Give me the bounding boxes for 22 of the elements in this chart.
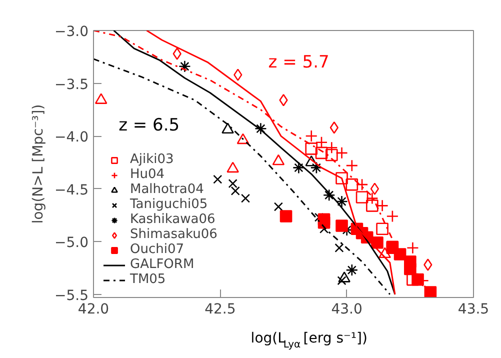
legend-label: Kashikawa06 <box>130 212 216 227</box>
y-tick-label: −4.0 <box>54 130 89 146</box>
legend-label: Hu04 <box>130 167 165 182</box>
y-tick-label: −5.0 <box>54 235 89 252</box>
legend-label: Ajiki03 <box>130 152 174 167</box>
y-axis-title: log(N>L [Mpc⁻³]) <box>30 104 47 224</box>
y-tick-label: −4.5 <box>54 182 89 198</box>
y-tick-label: −5.5 <box>54 288 89 304</box>
x-tick-label: 43.5 <box>458 302 490 318</box>
y-tick-label: −3.5 <box>54 76 89 93</box>
x-tick-label: 42.0 <box>78 302 110 318</box>
legend-label: TM05 <box>130 272 166 287</box>
y-tick-label: −3.0 <box>54 24 89 40</box>
legend-label: Ouchi07 <box>130 242 184 257</box>
x-tick-label: 42.5 <box>204 302 236 318</box>
x-tick-label: 43.0 <box>331 302 362 318</box>
legend-label: Shimasaku06 <box>130 227 218 242</box>
legend-label: Taniguchi05 <box>130 197 208 212</box>
annotation: z = 6.5 <box>118 116 180 136</box>
legend-label: Malhotra04 <box>130 182 204 197</box>
annotation: z = 5.7 <box>268 52 330 72</box>
legend-label: GALFORM <box>130 257 194 272</box>
